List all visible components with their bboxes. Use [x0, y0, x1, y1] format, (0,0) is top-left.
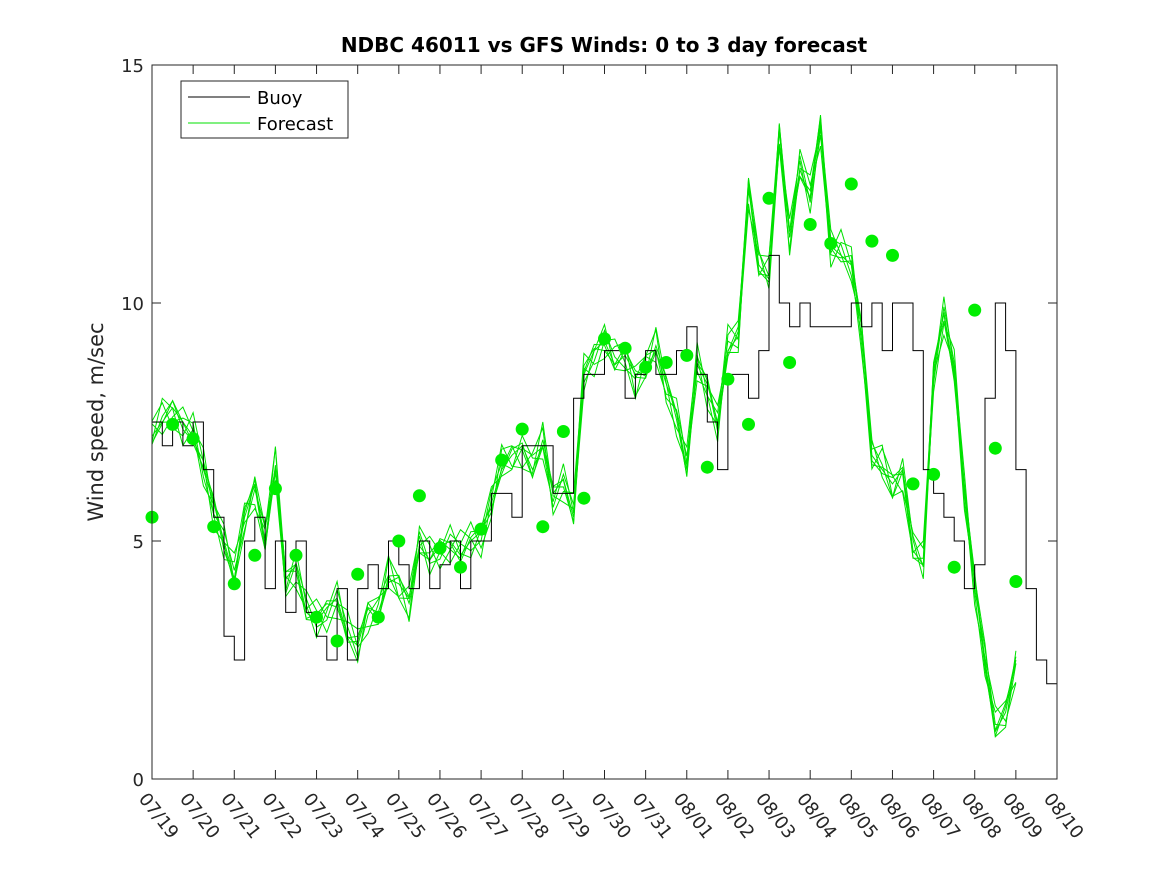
forecast-marker [618, 341, 632, 355]
forecast-marker [577, 491, 591, 505]
y-tick-label: 15 [121, 56, 144, 77]
x-tick-label: 07/24 [340, 789, 388, 843]
forecast-marker [988, 441, 1002, 455]
buoy-line [152, 254, 1058, 685]
x-tick-label: 08/07 [916, 789, 964, 843]
series-layer [145, 115, 1058, 738]
forecast-marker [207, 520, 221, 534]
forecast-marker [598, 332, 611, 346]
forecast-marker [659, 356, 673, 369]
forecast-marker [474, 522, 488, 536]
x-tick-label: 07/26 [422, 789, 470, 843]
forecast-marker [927, 467, 941, 481]
forecast-marker [721, 372, 735, 386]
x-tick-label: 07/27 [463, 789, 511, 843]
forecast-marker [289, 548, 303, 562]
forecast-marker [906, 477, 920, 491]
forecast-marker [742, 417, 755, 431]
x-tick-label: 07/28 [504, 789, 552, 843]
forecast-marker [351, 567, 365, 581]
forecast-marker [454, 560, 467, 574]
x-tick-label: 07/21 [216, 789, 264, 843]
y-tick-label: 5 [133, 532, 144, 553]
forecast-marker [844, 177, 858, 191]
y-axis-label: Wind speed, m/sec [84, 322, 108, 521]
forecast-marker [495, 453, 509, 467]
x-tick-label: 07/30 [587, 789, 635, 843]
forecast-marker [783, 356, 797, 369]
forecast-marker [186, 432, 200, 446]
legend-buoy-label: Buoy [257, 88, 303, 109]
x-tick-label: 08/08 [957, 789, 1005, 843]
forecast-marker [865, 234, 879, 248]
forecast-marker [947, 560, 961, 574]
x-tick-label: 07/19 [134, 789, 182, 843]
x-tick-label: 08/02 [710, 789, 758, 843]
forecast-marker [1009, 575, 1023, 588]
forecast-marker [680, 348, 694, 362]
forecast-marker [166, 417, 180, 431]
legend: Buoy Forecast [180, 80, 349, 139]
forecast-marker [392, 534, 406, 548]
forecast-marker [268, 482, 282, 496]
forecast-marker [762, 191, 776, 205]
x-tick-label: 07/20 [175, 789, 223, 843]
y-tick-label: 10 [121, 294, 144, 315]
y-tick-label: 0 [133, 770, 144, 791]
chart-title: NDBC 46011 vs GFS Winds: 0 to 3 day fore… [341, 33, 868, 57]
forecast-marker [639, 360, 653, 374]
x-tick-label: 07/25 [381, 789, 429, 843]
x-tick-label: 07/22 [257, 789, 305, 843]
forecast-marker [824, 237, 838, 250]
forecast-marker [330, 634, 344, 648]
forecast-marker [968, 303, 982, 317]
legend-forecast-label: Forecast [257, 114, 333, 135]
x-tick-label: 08/04 [792, 789, 840, 843]
x-tick-label: 08/10 [1039, 789, 1087, 843]
x-tick-label: 08/01 [669, 789, 717, 843]
x-tick-label: 08/03 [751, 789, 799, 843]
x-tick-label: 07/23 [299, 789, 347, 843]
forecast-marker [556, 425, 570, 438]
forecast-marker [433, 541, 447, 555]
x-tick-label: 08/06 [875, 789, 923, 843]
x-tick-label: 08/09 [998, 789, 1046, 843]
forecast-marker [371, 610, 385, 624]
forecast-marker [700, 460, 714, 474]
x-tick-label: 07/31 [628, 789, 676, 843]
forecast-marker [227, 577, 241, 591]
x-tick-label: 07/29 [545, 789, 593, 843]
forecast-marker [310, 610, 323, 624]
forecast-marker [803, 218, 817, 231]
x-tick-label: 08/05 [833, 789, 881, 843]
plot-area [152, 65, 1057, 779]
forecast-marker [412, 489, 426, 503]
forecast-marker [248, 548, 262, 562]
forecast-marker [886, 248, 899, 262]
forecast-marker [515, 422, 529, 436]
legend-box [180, 80, 349, 139]
forecast-marker [536, 520, 550, 534]
